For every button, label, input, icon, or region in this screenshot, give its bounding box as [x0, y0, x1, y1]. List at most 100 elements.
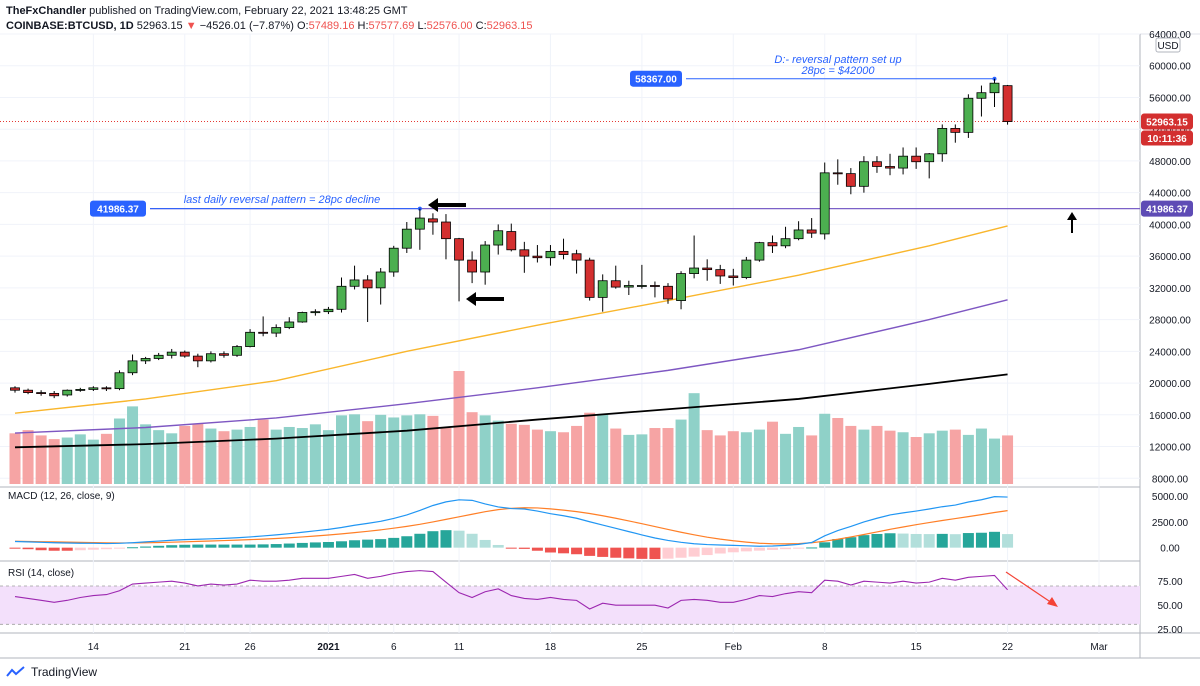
macd-histogram-bar — [910, 533, 922, 548]
moving-average-line — [14, 373, 1008, 449]
macd-histogram-bar — [858, 535, 870, 548]
candle-body — [519, 249, 530, 257]
volume-bar — [623, 434, 635, 484]
macd-tick-label: 5000.00 — [1152, 492, 1189, 503]
volume-bar — [113, 418, 125, 484]
volume-bar — [701, 430, 713, 484]
last-price: 52963.15 — [136, 20, 183, 32]
candle-body — [937, 128, 948, 155]
macd-histogram-bar — [153, 545, 165, 548]
price-tick-label: 28000.00 — [1149, 316, 1191, 327]
volume-bar — [453, 371, 465, 484]
candle-body — [963, 97, 974, 133]
macd-histogram-bar — [793, 547, 805, 549]
volume-bar — [270, 429, 282, 484]
candle-body — [232, 346, 242, 356]
candle-body — [205, 353, 216, 362]
candle-body — [297, 312, 308, 323]
tradingview-logo-icon — [6, 666, 25, 677]
candle-body — [258, 331, 269, 334]
annotation-setup-line2: 28pc = $42000 — [800, 65, 875, 77]
macd-histogram-bar — [623, 547, 635, 559]
volume-bar — [727, 431, 739, 484]
macd-histogram-bar — [701, 547, 713, 556]
macd-histogram-bar — [518, 547, 530, 549]
macd-histogram-bar — [336, 541, 347, 548]
candle-body — [114, 372, 125, 390]
currency-box — [1155, 37, 1181, 53]
time-tick-label: 22 — [1002, 642, 1014, 653]
volume-bar — [479, 415, 491, 484]
macd-histogram-bar — [584, 547, 596, 556]
published-text: published on TradingView.com, February 2… — [89, 5, 408, 17]
volume-bar — [205, 428, 217, 484]
volume-bar — [806, 435, 818, 484]
macd-histogram-bar — [375, 539, 387, 548]
volume-bar — [793, 426, 805, 484]
volume-bar — [505, 423, 517, 484]
macd-tick-label: 2500.00 — [1152, 518, 1189, 529]
volume-bar — [427, 415, 439, 484]
candle-body — [219, 353, 229, 356]
macd-histogram-bar — [832, 539, 844, 548]
level-label-top: 58367.00 — [635, 75, 677, 86]
brand-name: TradingView — [31, 665, 98, 679]
candle-body — [636, 285, 647, 287]
macd-histogram-bar — [662, 547, 674, 559]
candle-body — [454, 238, 464, 261]
volume-bar — [375, 414, 387, 484]
macd-histogram-bar — [989, 531, 1000, 548]
macd-histogram-bar — [636, 547, 648, 559]
candle-body — [845, 173, 856, 187]
macd-histogram-bar — [753, 547, 765, 551]
volume-bar — [22, 430, 34, 484]
macd-histogram-bar — [218, 544, 230, 548]
time-axis[interactable]: 14 21 26 2021 6 11 18 25 Feb 8 15 22 Mar — [88, 642, 1108, 653]
rsi-tick-label: 25.00 — [1157, 625, 1182, 636]
volume-bar — [558, 432, 570, 484]
candle-body — [284, 321, 295, 328]
rsi-band — [0, 585, 1140, 625]
candle-body — [676, 273, 686, 301]
volume-bar — [257, 419, 269, 484]
macd-histogram-bar — [401, 536, 413, 548]
candle-body — [715, 269, 726, 277]
macd-histogram-bar — [244, 544, 256, 548]
macd-histogram-bar — [492, 544, 504, 548]
macd-histogram-bar — [727, 547, 739, 553]
reference-levels — [0, 76, 1140, 211]
candle-body — [441, 221, 451, 240]
volume-bar — [753, 429, 765, 484]
candle-body — [467, 259, 478, 273]
candlesticks — [10, 78, 1013, 399]
candle-body — [480, 244, 491, 273]
candle-body — [192, 355, 203, 362]
price-tick-label: 20000.00 — [1149, 379, 1191, 390]
volume-bar — [218, 431, 230, 484]
time-tick-label: 15 — [911, 642, 923, 653]
down-right-arrow-icon — [1005, 571, 1058, 607]
volume-bar — [649, 428, 661, 484]
candle-body — [401, 228, 412, 249]
candle-body — [23, 389, 33, 393]
price-tick-label: 48000.00 — [1149, 157, 1191, 168]
volume-bar — [283, 426, 295, 484]
macd-histogram-bar — [649, 547, 661, 560]
macd-histogram-bar — [884, 533, 896, 548]
price-tick-label: 56000.00 — [1149, 93, 1191, 104]
candle-body — [976, 92, 987, 99]
macd-histogram-bar — [845, 537, 857, 548]
candle-body — [558, 250, 569, 255]
candle-body — [271, 327, 282, 334]
volume-bar — [740, 432, 752, 484]
high-value: 57577.69 — [368, 20, 415, 32]
volume-bar — [819, 413, 831, 484]
macd-histogram-bar — [558, 547, 570, 554]
candle-body — [323, 308, 334, 313]
price-tick-label: 44000.00 — [1149, 189, 1191, 200]
macd-histogram-bar — [949, 534, 961, 548]
volume-bar — [35, 435, 47, 484]
macd-histogram-bar — [309, 542, 321, 548]
volume-bar — [597, 414, 609, 484]
